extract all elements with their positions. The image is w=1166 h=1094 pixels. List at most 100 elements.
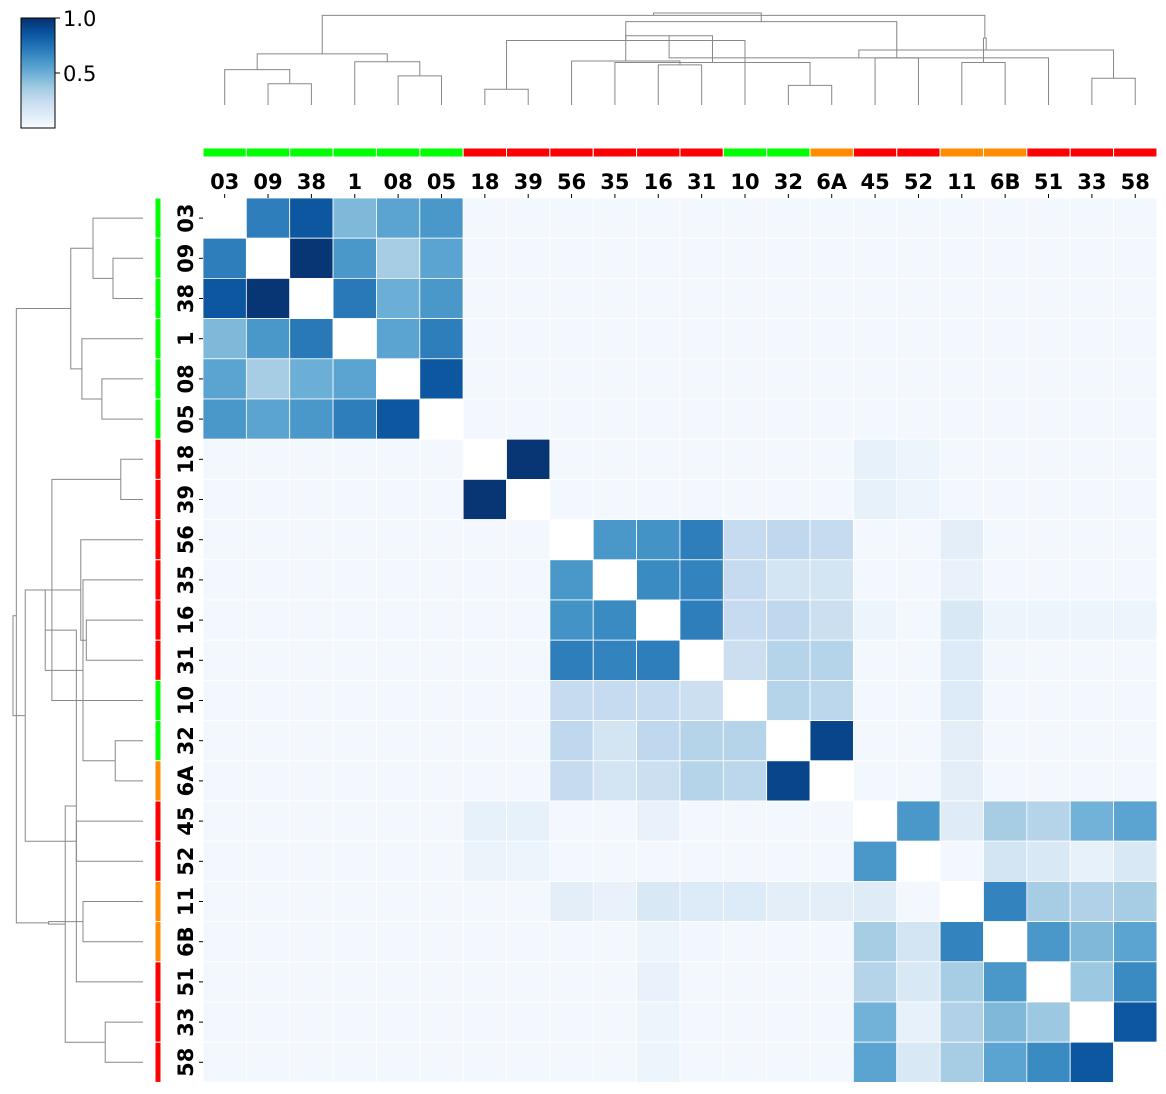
row-dendrogram-link	[104, 1021, 143, 1063]
row-dendrogram-link	[85, 619, 143, 661]
heatmap-cell-08-18	[462, 358, 507, 400]
heatmap-cell-03-39	[506, 197, 551, 239]
heatmap-cell-03-09	[245, 197, 291, 239]
heatmap-cell-52-6B	[983, 840, 1028, 882]
heatmap-cell-31-52	[896, 639, 941, 681]
column-tick-label-32: 32	[774, 170, 803, 194]
heatmap-cell-35-35	[592, 559, 637, 601]
heatmap-cell-09-1	[332, 237, 377, 279]
colorbar-tick-label: 0.5	[63, 62, 96, 86]
row-dendrogram-link	[120, 458, 143, 500]
heatmap-cell-56-52	[896, 519, 941, 561]
heatmap-cell-45-1	[332, 800, 377, 842]
heatmap-cell-09-18	[462, 237, 507, 279]
heatmap-cell-51-45	[853, 961, 898, 1003]
heatmap-cell-38-31	[679, 277, 724, 319]
heatmap-cell-39-1	[332, 478, 377, 520]
heatmap-cell-6A-08	[376, 760, 421, 802]
heatmap-cell-08-05	[419, 358, 464, 400]
row-group-color-6B	[154, 921, 162, 963]
heatmap-cell-08-33	[1069, 358, 1114, 400]
heatmap-cell-38-33	[1069, 277, 1114, 319]
heatmap-cell-6A-10	[722, 760, 768, 802]
heatmap-cell-11-51	[1026, 881, 1071, 923]
column-tick-label-39: 39	[514, 170, 543, 194]
row-group-color-33	[154, 1001, 162, 1043]
heatmap-cell-32-10	[722, 720, 768, 762]
heatmap-cell-05-33	[1069, 398, 1114, 440]
column-group-color-32	[766, 147, 811, 158]
heatmap-cell-58-56	[549, 1041, 594, 1083]
heatmap-cell-1-33	[1069, 318, 1114, 360]
heatmap-cell-6B-35	[592, 921, 637, 963]
heatmap-cell-33-32	[766, 1001, 811, 1043]
heatmap-cell-39-45	[853, 478, 898, 520]
heatmap-cell-16-45	[853, 599, 898, 641]
heatmap-cell-10-52	[896, 680, 941, 722]
heatmap-cell-09-51	[1026, 237, 1071, 279]
heatmap-cell-08-10	[722, 358, 768, 400]
heatmap-cell-1-16	[636, 318, 681, 360]
column-tick-label-11: 11	[947, 170, 976, 194]
heatmap-cell-11-6B	[983, 881, 1028, 923]
heatmap-cell-35-52	[896, 559, 941, 601]
heatmap-cell-35-39	[506, 559, 551, 601]
heatmap-cell-11-39	[506, 881, 551, 923]
heatmap-cell-18-10	[722, 438, 768, 480]
heatmap-cell-05-58	[1113, 398, 1158, 440]
heatmap-cell-10-09	[245, 680, 291, 722]
heatmap-cell-1-32	[766, 318, 811, 360]
heatmap-cell-58-31	[679, 1041, 724, 1083]
heatmap-cell-31-1	[332, 639, 377, 681]
heatmap-cell-38-18	[462, 277, 507, 319]
heatmap-cell-33-11	[939, 1001, 984, 1043]
heatmap-cell-6A-09	[245, 760, 291, 802]
heatmap-cell-56-03	[202, 519, 247, 561]
heatmap-cell-56-05	[419, 519, 464, 561]
heatmap-cell-18-31	[679, 438, 724, 480]
heatmap-cell-31-16	[636, 639, 681, 681]
heatmap-cell-32-32	[766, 720, 811, 762]
heatmap-cell-6B-16	[636, 921, 681, 963]
heatmap-cell-39-11	[939, 478, 984, 520]
heatmap-cell-10-58	[1113, 680, 1158, 722]
column-dendrogram-link	[571, 60, 681, 105]
heatmap-cell-11-1	[332, 881, 377, 923]
heatmap-cell-09-16	[636, 237, 681, 279]
heatmap-cell-6B-52	[896, 921, 941, 963]
heatmap-cell-32-6B	[983, 720, 1028, 762]
heatmap-cell-08-32	[766, 358, 811, 400]
column-tick-labels: 03 09 38 1 08 05 18 39 56 35 16 31 10 32 6A 45 52 11 6B 51 3…	[210, 170, 1150, 198]
heatmap-cell-58-52	[896, 1041, 941, 1083]
row-group-color-38	[154, 277, 162, 320]
heatmap-cell-38-1	[332, 277, 377, 319]
heatmap-cell-6B-33	[1069, 921, 1114, 963]
heatmap-cell-35-09	[245, 559, 291, 601]
heatmap-cell-52-38	[289, 840, 334, 882]
heatmap-cell-11-38	[289, 881, 334, 923]
heatmap-cell-56-35	[592, 519, 637, 561]
column-group-color-56	[549, 147, 594, 158]
heatmap-cell-11-08	[376, 881, 421, 923]
heatmap-cell-6B-6A	[809, 921, 854, 963]
heatmap-cell-31-6B	[983, 639, 1028, 681]
column-group-color-05	[419, 147, 464, 158]
heatmap-cell-51-39	[506, 961, 551, 1003]
column-dendrogram-link	[653, 12, 762, 22]
heatmap-cell-6B-6B	[983, 921, 1028, 963]
row-tick-label-11: 11	[174, 887, 198, 916]
heatmap-cell-1-38	[289, 318, 334, 360]
heatmap-cell-09-6A	[809, 237, 854, 279]
heatmap-cell-09-31	[679, 237, 724, 279]
heatmap-cell-52-39	[506, 840, 551, 882]
heatmap-cell-6B-11	[939, 921, 984, 963]
colorbar-gradient	[20, 17, 56, 129]
heatmap-cell-08-11	[939, 358, 984, 400]
heatmap-cell-56-45	[853, 519, 898, 561]
column-tick-label-45: 45	[860, 170, 889, 194]
row-group-color-58	[154, 1041, 162, 1083]
heatmap-cell-10-08	[376, 680, 421, 722]
heatmap-cell-16-05	[419, 599, 464, 641]
heatmap-cell-1-03	[202, 318, 247, 360]
heatmap-cell-38-56	[549, 277, 594, 319]
